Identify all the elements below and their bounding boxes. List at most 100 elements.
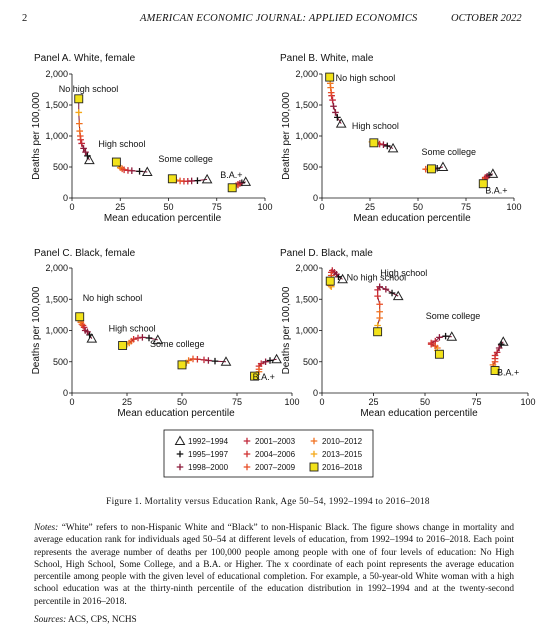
legend-marker [176,450,184,458]
legend-item: 1998–2000 [176,463,229,472]
legend-item: 2004–2006 [243,450,296,459]
data-point [374,292,381,300]
x-tick-label: 50 [177,397,187,407]
data-point [84,154,95,165]
panel-d: Panel D. Black, male 0 500 1,000 1,500 2,000 0… [280,248,536,419]
y-tick-label: 500 [53,357,68,367]
legend-item: 2010–2012 [310,437,363,446]
series-no-high-school: No high school [75,293,142,343]
series-no-high-school: No high school [325,72,395,128]
data-point [211,357,219,365]
panel-title: Panel D. Black, male [280,248,373,259]
data-point [76,127,84,135]
y-tick-label: 2,000 [295,263,318,273]
legend-marker [176,463,184,471]
panel-title: Panel A. White, female [34,53,136,64]
series-high-school: High school [98,139,153,176]
x-tick-label: 25 [365,202,375,212]
data-point [334,114,341,121]
y-tick-label: 500 [53,162,68,172]
issue-date: OCTOBER 2022 [451,13,522,24]
legend-item: 2016–2018 [309,462,363,472]
data-point [82,148,89,156]
x-axis-label: Mean education percentile [117,408,235,419]
data-point [271,353,282,364]
data-point [332,109,339,116]
group-label: B.A.+ [497,368,519,378]
data-point [487,168,499,178]
journal-title: AMERICAN ECONOMIC JOURNAL: APPLIED ECONO… [140,13,418,24]
data-point [177,360,187,370]
group-label: Some college [421,147,476,157]
series-some-college: Some college [421,147,476,174]
data-point [194,177,201,184]
data-point [374,286,381,294]
series-b-a: B.A.+ [220,170,252,193]
data-point [201,173,213,184]
panel-b: Panel B. White, male 0 500 1,000 1,500 2,000 0… [280,53,522,224]
series-no-high-school: No high school [59,84,119,165]
group-label: B.A.+ [253,372,275,382]
legend: 1992–1994 2001–2003 2010–2012 1995–1997 2004… [163,429,374,478]
data-point [330,102,337,110]
data-point [136,168,143,175]
group-label: No high school [347,272,407,282]
x-tick-label: 100 [257,202,272,212]
data-point [478,179,488,189]
data-point [495,344,503,352]
x-tick-label: 100 [520,397,535,407]
data-point [167,174,177,184]
notes-label: Notes: [34,523,59,533]
panel-title: Panel C. Black, female [34,248,136,259]
data-point [220,356,232,366]
data-point [141,166,153,176]
figure-caption: Figure 1. Mortality versus Education Ran… [106,496,430,506]
data-point [80,145,87,152]
data-point [376,300,383,308]
legend-box [163,429,374,478]
group-label: High school [109,324,156,334]
x-axis-label: Mean education percentile [360,408,478,419]
data-point [376,308,383,316]
legend-label: 2016–2018 [322,463,363,472]
legend-label: 2004–2006 [255,450,296,459]
y-tick-label: 0 [63,388,68,398]
series-b-a: B.A.+ [489,336,519,378]
data-point [78,140,85,147]
panel-a: Panel A. White, female05001,0001,5002,00… [31,53,273,224]
group-label: Some college [158,154,213,164]
data-point [437,161,449,171]
data-point [81,327,89,334]
group-label: B.A.+ [485,186,507,196]
x-tick-label: 100 [506,202,521,212]
legend-label: 2013–2015 [322,450,363,459]
legend-label: 2010–2012 [322,437,363,446]
legend-label: 2001–2003 [255,437,296,446]
y-tick-label: 1,500 [45,294,68,304]
legend-marker [243,437,251,445]
panel-title: Panel B. White, male [280,53,374,64]
data-point [262,358,269,366]
x-tick-label: 25 [115,202,125,212]
data-point [436,334,443,341]
y-tick-label: 1,500 [295,100,318,110]
data-point [373,327,383,337]
legend-item: 2007–2009 [243,463,296,472]
group-label: No high school [59,84,119,94]
y-tick-label: 1,000 [295,326,318,336]
data-point [152,334,164,344]
sources-text: ACS, CPS, NCHS [66,615,137,625]
legend-marker [243,450,251,458]
x-tick-label: 0 [319,202,324,212]
data-point [76,120,83,127]
legend-label: 1998–2000 [188,463,229,472]
legend-marker [310,450,318,458]
group-label: High school [98,139,145,149]
data-point [325,276,335,286]
data-point [189,355,197,363]
data-point [200,356,208,364]
y-tick-label: 2,000 [45,263,68,273]
x-tick-label: 0 [69,202,74,212]
data-point [75,109,83,116]
legend-marker [309,462,319,472]
